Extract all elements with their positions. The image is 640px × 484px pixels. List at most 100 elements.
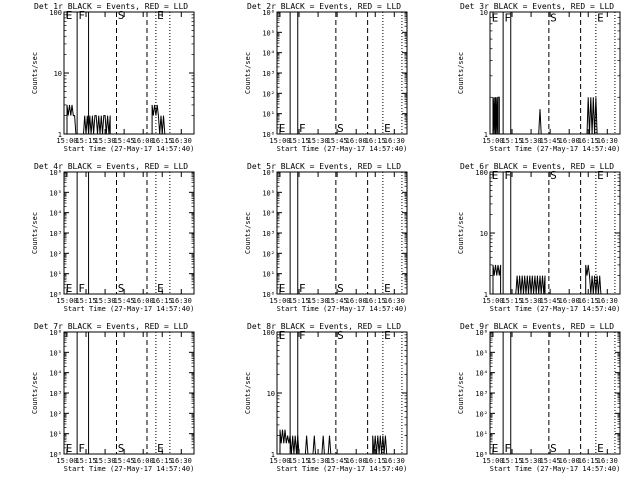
- panel-title: Det 2r BLACK = Events, RED = LLD: [247, 2, 401, 11]
- x-tick-label: 15:45: [327, 457, 348, 465]
- y-tick-label: 10³: [49, 390, 62, 398]
- x-tick-label: 16:30: [597, 297, 618, 305]
- x-tick-label: 15:00: [56, 457, 77, 465]
- plot-frame: [276, 171, 408, 295]
- x-tick-label: 15:15: [75, 457, 96, 465]
- events-series-line: [490, 96, 598, 135]
- x-tick-label: 15:45: [327, 137, 348, 145]
- x-tick-label: 15:45: [114, 457, 135, 465]
- x-axis-label: Start Time (27-May-17 14:57:40): [64, 465, 195, 473]
- events-series-line: [64, 104, 167, 135]
- y-tick-label: 10³: [475, 390, 488, 398]
- event-letter-e: E: [597, 169, 604, 182]
- y-axis-label: Counts/sec: [457, 212, 465, 254]
- panel-det-2: Det 2r BLACK = Events, RED = LLD 10⁰ 10¹ 10…: [244, 2, 408, 153]
- x-tick-label: 16:30: [597, 137, 618, 145]
- panel-title: Det 7r BLACK = Events, RED = LLD: [34, 322, 188, 331]
- x-axis-label: Start Time (27-May-17 14:57:40): [64, 305, 195, 313]
- y-tick-label: 10⁵: [475, 349, 488, 357]
- plot-frame: [276, 331, 408, 455]
- y-tick-label: 10³: [262, 70, 275, 78]
- x-tick-label: 15:45: [540, 297, 561, 305]
- y-tick-label: 10⁰: [49, 451, 62, 459]
- x-tick-label: 16:00: [559, 297, 580, 305]
- events-series-line: [277, 429, 388, 455]
- event-letter-f: F: [299, 122, 306, 135]
- event-letter-e: E: [66, 9, 73, 22]
- x-tick-label: 16:30: [384, 297, 405, 305]
- event-letter-s: S: [550, 12, 557, 25]
- event-letter-e: E: [279, 329, 286, 342]
- x-tick-label: 15:15: [501, 137, 522, 145]
- y-tick-label: 10⁵: [49, 349, 62, 357]
- x-tick-label: 15:30: [521, 137, 542, 145]
- event-letter-s: S: [550, 169, 557, 182]
- panel-title: Det 5r BLACK = Events, RED = LLD: [247, 162, 401, 171]
- y-tick-label: 10: [480, 9, 488, 17]
- y-tick-label: 10⁰: [262, 291, 275, 299]
- y-tick-label: 10⁶: [49, 329, 62, 337]
- x-tick-label: 15:30: [521, 457, 542, 465]
- event-letter-f: F: [504, 169, 511, 182]
- x-tick-label: 16:15: [578, 297, 599, 305]
- plot-frame: [63, 331, 195, 455]
- event-letter-e: E: [597, 442, 604, 455]
- event-letter-s: S: [118, 282, 125, 295]
- y-tick-label: 10³: [49, 230, 62, 238]
- x-tick-label: 15:15: [288, 297, 309, 305]
- event-letter-f: F: [299, 282, 306, 295]
- y-tick-label: 10⁶: [262, 169, 275, 177]
- x-tick-label: 15:45: [327, 297, 348, 305]
- x-tick-label: 16:00: [133, 297, 154, 305]
- x-tick-label: 16:00: [133, 137, 154, 145]
- panel-det-9: Det 9r BLACK = Events, RED = LLD 10⁰ 10¹ 10…: [457, 322, 621, 473]
- event-letter-e: E: [384, 329, 391, 342]
- y-tick-label: 10⁴: [262, 50, 275, 58]
- x-tick-label: 16:30: [171, 137, 192, 145]
- x-tick-label: 15:30: [308, 137, 329, 145]
- y-tick-label: 1: [271, 451, 275, 459]
- x-tick-label: 15:15: [288, 137, 309, 145]
- x-axis-label: Start Time (27-May-17 14:57:40): [490, 145, 621, 153]
- event-letter-e: E: [157, 282, 164, 295]
- y-axis-label: Counts/sec: [31, 372, 39, 414]
- x-axis-label: Start Time (27-May-17 14:57:40): [490, 305, 621, 313]
- panel-det-5: Det 5r BLACK = Events, RED = LLD 10⁰ 10¹ 10…: [244, 162, 408, 313]
- y-tick-label: 1: [484, 131, 488, 139]
- panel-det-8: Det 8r BLACK = Events, RED = LLD 1 10 100 15…: [244, 322, 408, 473]
- y-tick-label: 10⁶: [262, 9, 275, 17]
- panel-title: Det 1r BLACK = Events, RED = LLD: [34, 2, 188, 11]
- x-axis-label: Start Time (27-May-17 14:57:40): [277, 465, 408, 473]
- y-tick-label: 100: [262, 329, 275, 337]
- y-tick-label: 10⁵: [262, 29, 275, 37]
- event-letter-e: E: [279, 122, 286, 135]
- panel-det-1: Det 1r BLACK = Events, RED = LLD 1 10 100 15…: [31, 2, 195, 153]
- y-tick-label: 10⁵: [49, 189, 62, 197]
- x-axis-label: Start Time (27-May-17 14:57:40): [277, 145, 408, 153]
- y-tick-label: 10²: [49, 250, 62, 258]
- x-tick-label: 15:00: [482, 137, 503, 145]
- y-axis-label: Counts/sec: [244, 52, 252, 94]
- x-tick-label: 15:30: [95, 297, 116, 305]
- x-tick-label: 15:00: [269, 137, 290, 145]
- event-letter-s: S: [337, 329, 344, 342]
- panel-title: Det 3r BLACK = Events, RED = LLD: [460, 2, 614, 11]
- event-letter-s: S: [118, 9, 125, 22]
- y-tick-label: 100: [475, 169, 488, 177]
- x-tick-label: 15:45: [540, 137, 561, 145]
- y-tick-label: 100: [49, 9, 62, 17]
- x-tick-label: 16:00: [559, 457, 580, 465]
- x-tick-label: 15:15: [288, 457, 309, 465]
- x-tick-label: 15:15: [75, 137, 96, 145]
- x-tick-label: 16:15: [578, 137, 599, 145]
- event-letter-e: E: [492, 169, 499, 182]
- panel-det-6: Det 6r BLACK = Events, RED = LLD 1 10 100 15…: [457, 162, 621, 313]
- panel-det-4: Det 4r BLACK = Events, RED = LLD 10⁰ 10¹ 10…: [31, 162, 195, 313]
- event-letter-f: F: [78, 9, 85, 22]
- event-letter-f: F: [78, 282, 85, 295]
- x-tick-label: 15:15: [501, 457, 522, 465]
- plot-frame: [489, 331, 621, 455]
- x-tick-label: 15:00: [269, 297, 290, 305]
- x-tick-label: 16:15: [152, 297, 173, 305]
